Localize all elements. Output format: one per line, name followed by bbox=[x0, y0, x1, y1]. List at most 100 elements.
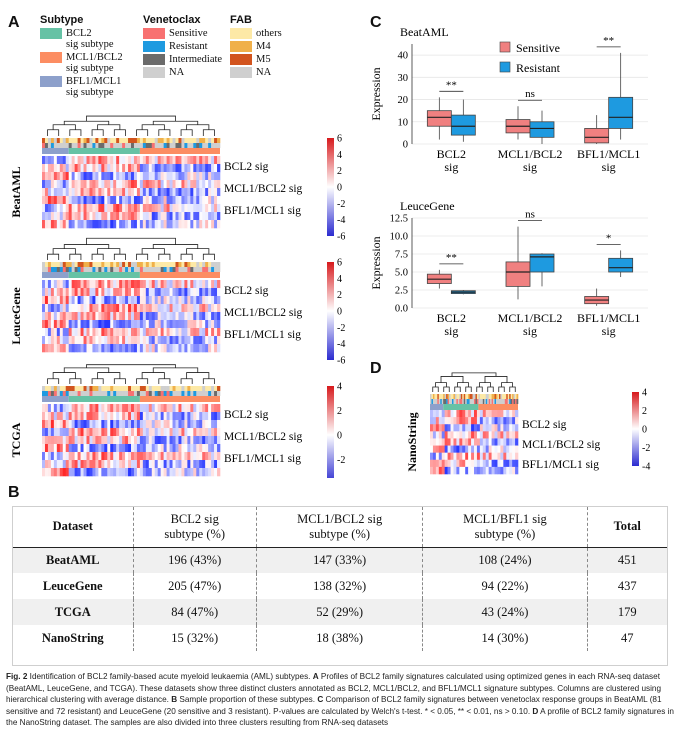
heatmap-cell bbox=[122, 452, 126, 461]
heatmap-cell bbox=[110, 436, 114, 445]
heatmap-cell bbox=[459, 445, 463, 453]
heatmap-cell bbox=[488, 417, 492, 425]
heatmap-cell bbox=[107, 436, 111, 445]
heatmap-cell bbox=[139, 180, 144, 189]
heatmap-cell bbox=[450, 445, 454, 453]
venetoclax-annotation-cell bbox=[139, 143, 144, 148]
heatmap-cell bbox=[136, 304, 141, 313]
heatmap-cell bbox=[169, 172, 173, 181]
heatmap-cell bbox=[95, 220, 99, 229]
venetoclax-annotation-cell bbox=[208, 143, 212, 148]
heatmap-cell bbox=[125, 280, 129, 289]
heatmap-cell bbox=[459, 438, 463, 446]
heatmap-cell bbox=[142, 468, 147, 477]
heatmap-cell bbox=[500, 459, 504, 468]
heatmap-cell bbox=[432, 438, 437, 446]
heatmap-cell bbox=[175, 164, 179, 173]
subtype-annotation-bar bbox=[42, 396, 69, 402]
heatmap-cell bbox=[465, 438, 469, 446]
heatmap-cell bbox=[500, 466, 504, 475]
heatmap-cell bbox=[196, 412, 200, 421]
heatmap-cell bbox=[71, 436, 75, 445]
heatmap-cell bbox=[154, 436, 158, 445]
heatmap-cell bbox=[50, 444, 55, 453]
heatmap-cell bbox=[435, 459, 440, 468]
heatmap-cell bbox=[53, 188, 58, 197]
venetoclax-annotation-cell bbox=[166, 267, 170, 272]
legend-label: BCL2 sig subtype bbox=[66, 28, 114, 50]
heatmap-cell bbox=[211, 196, 215, 205]
heatmap-cell bbox=[110, 288, 114, 297]
heatmap-cell bbox=[193, 156, 197, 165]
heatmap-cell bbox=[187, 436, 191, 445]
heatmap-cell bbox=[193, 212, 197, 221]
heatmap-cell bbox=[482, 445, 487, 453]
heatmap-cell bbox=[202, 404, 206, 413]
heatmap-cell bbox=[151, 280, 156, 289]
heatmap-cell bbox=[169, 420, 173, 429]
heatmap-cell bbox=[44, 164, 49, 173]
heatmap-cell bbox=[65, 320, 69, 329]
heatmap-cell bbox=[65, 212, 69, 221]
venetoclax-annotation-cell bbox=[71, 143, 75, 148]
heatmap-cell bbox=[86, 336, 90, 345]
venetoclax-annotation-cell bbox=[142, 267, 147, 272]
heatmap-cell bbox=[142, 204, 147, 213]
heatmap-cell bbox=[122, 404, 126, 413]
heatmap-cell bbox=[98, 288, 102, 297]
heatmap-cell bbox=[187, 156, 191, 165]
figure-caption: Fig. 2 Identification of BCL2 family-bas… bbox=[6, 671, 674, 729]
venetoclax-annotation-cell bbox=[160, 267, 164, 272]
y-tick-label: 7.5 bbox=[395, 250, 408, 261]
heatmap-cell bbox=[113, 452, 117, 461]
heatmap-cell bbox=[503, 431, 507, 439]
heatmap-cell bbox=[142, 320, 147, 329]
heatmap-cell bbox=[142, 212, 147, 221]
heatmap-row-label: BFL1/MCL1 sig bbox=[224, 329, 301, 341]
heatmap-cell bbox=[80, 428, 84, 437]
heatmap-cell bbox=[430, 452, 434, 461]
heatmap-cell bbox=[83, 452, 87, 461]
subtype-annotation-bar bbox=[478, 404, 518, 410]
heatmap-cell bbox=[119, 312, 123, 321]
heatmap-cell bbox=[202, 444, 206, 453]
heatmap-cell bbox=[142, 172, 147, 181]
dendrogram-branch bbox=[97, 248, 121, 255]
chart-title: BeatAML bbox=[400, 25, 449, 39]
heatmap-cell bbox=[190, 172, 194, 181]
heatmap-cell bbox=[101, 312, 105, 321]
heatmap-cell bbox=[190, 328, 194, 337]
heatmap-cell bbox=[68, 188, 72, 197]
heatmap-cell bbox=[450, 431, 454, 439]
heatmap-cell bbox=[62, 312, 67, 321]
heatmap-cell bbox=[136, 172, 141, 181]
heatmap-cell bbox=[77, 412, 81, 421]
heatmap-cell bbox=[172, 460, 176, 469]
heatmap-cell bbox=[151, 296, 156, 305]
heatmap-cell bbox=[193, 412, 197, 421]
heatmap-cell bbox=[175, 436, 179, 445]
legend-subtype: Subtype BCL2 sig subtype MCL1/BCL2 sig su… bbox=[40, 14, 140, 98]
heatmap-cell bbox=[181, 320, 185, 329]
heatmap-cell bbox=[77, 220, 81, 229]
heatmap-cell bbox=[47, 460, 52, 469]
venetoclax-annotation-cell bbox=[208, 267, 212, 272]
fab-annotation-cell bbox=[98, 262, 102, 267]
heatmap-cell bbox=[95, 296, 99, 305]
venetoclax-annotation-cell bbox=[501, 399, 504, 404]
legend-item: M4 bbox=[230, 41, 300, 52]
fab-annotation-cell bbox=[95, 138, 99, 143]
heatmap-cell bbox=[479, 466, 484, 475]
heatmap-cell bbox=[142, 312, 147, 321]
heatmap-cell bbox=[503, 445, 507, 453]
heatmap-cell bbox=[450, 452, 454, 461]
heatmap-cell bbox=[172, 320, 176, 329]
heatmap-cell bbox=[128, 204, 132, 213]
heatmap-cell bbox=[59, 196, 64, 205]
dendrogram-branch bbox=[63, 244, 110, 249]
heatmap-cell bbox=[193, 196, 197, 205]
table-cell: 84 (47%) bbox=[133, 599, 257, 625]
heatmap-cell bbox=[92, 312, 96, 321]
heatmap-cell bbox=[92, 412, 96, 421]
heatmap-cell bbox=[166, 220, 170, 229]
